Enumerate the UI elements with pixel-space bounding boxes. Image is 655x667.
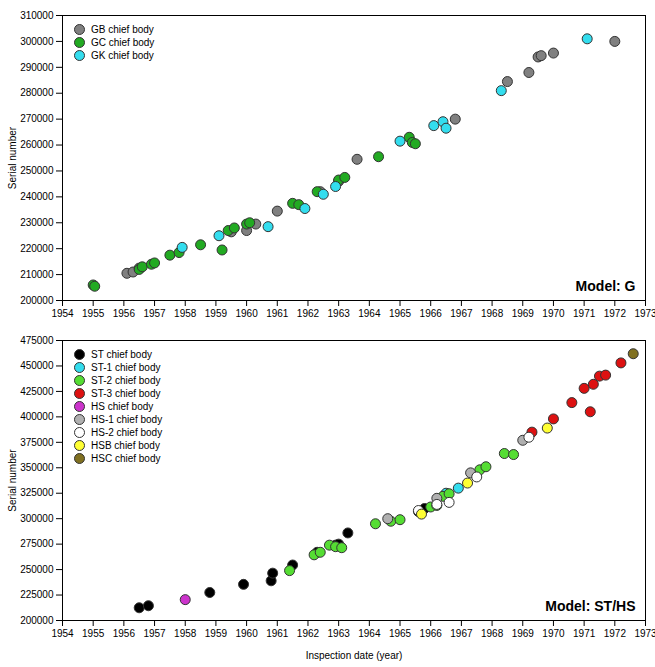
svg-text:350000: 350000 [20, 462, 54, 473]
svg-text:1963: 1963 [328, 628, 351, 639]
svg-text:1955: 1955 [82, 308, 105, 319]
svg-text:1964: 1964 [358, 628, 381, 639]
svg-text:1972: 1972 [604, 308, 627, 319]
svg-text:1968: 1968 [481, 628, 504, 639]
html-text:ST-2 chief body: ST-2 chief body [91, 375, 161, 386]
svg-text:1956: 1956 [113, 308, 136, 319]
svg-text:Model: G: Model: G [576, 278, 636, 294]
svg-text:375000: 375000 [20, 437, 54, 448]
html-text:ST chief body: ST chief body [91, 349, 152, 360]
svg-text:1962: 1962 [297, 308, 320, 319]
svg-text:1958: 1958 [174, 308, 197, 319]
svg-text:1959: 1959 [205, 628, 228, 639]
svg-text:270000: 270000 [20, 113, 54, 124]
svg-text:325000: 325000 [20, 487, 54, 498]
svg-text:1969: 1969 [512, 308, 535, 319]
html-text:GK chief body: GK chief body [91, 50, 154, 61]
svg-text:1973: 1973 [634, 308, 655, 319]
html-text:HS-2 chief body: HS-2 chief body [91, 427, 163, 438]
svg-text:Serial number: Serial number [7, 449, 18, 512]
html-text:GC chief body: GC chief body [91, 37, 155, 48]
svg-text:1962: 1962 [297, 628, 320, 639]
svg-text:310000: 310000 [20, 10, 54, 21]
html-text:GB chief body: GB chief body [91, 24, 154, 35]
svg-text:280000: 280000 [20, 87, 54, 98]
svg-text:1967: 1967 [450, 308, 473, 319]
svg-text:200000: 200000 [20, 615, 54, 626]
svg-text:1954: 1954 [51, 308, 74, 319]
svg-text:1969: 1969 [512, 628, 535, 639]
svg-text:1972: 1972 [604, 628, 627, 639]
svg-text:Inspection date (year): Inspection date (year) [306, 650, 403, 661]
svg-text:400000: 400000 [20, 411, 54, 422]
svg-text:1970: 1970 [542, 628, 565, 639]
svg-text:230000: 230000 [20, 217, 54, 228]
svg-text:1960: 1960 [235, 308, 258, 319]
svg-text:1963: 1963 [328, 308, 351, 319]
svg-text:425000: 425000 [20, 386, 54, 397]
svg-text:1959: 1959 [205, 308, 228, 319]
svg-text:1965: 1965 [389, 628, 412, 639]
svg-text:275000: 275000 [20, 538, 54, 549]
svg-text:200000: 200000 [20, 295, 54, 306]
svg-text:1958: 1958 [174, 628, 197, 639]
svg-text:Serial number: Serial number [7, 126, 18, 189]
svg-text:1964: 1964 [358, 308, 381, 319]
svg-text:210000: 210000 [20, 269, 54, 280]
html-text:ST-1 chief body: ST-1 chief body [91, 362, 161, 373]
html-text:HSC chief body: HSC chief body [91, 453, 161, 464]
svg-text:225000: 225000 [20, 589, 54, 600]
svg-text:475000: 475000 [20, 335, 54, 346]
svg-text:1966: 1966 [420, 628, 443, 639]
svg-text:250000: 250000 [20, 165, 54, 176]
svg-text:1961: 1961 [266, 628, 289, 639]
svg-text:Model: ST/HS: Model: ST/HS [545, 598, 635, 614]
svg-text:290000: 290000 [20, 62, 54, 73]
html-text:ST-3 chief body: ST-3 chief body [91, 388, 161, 399]
svg-text:1960: 1960 [235, 628, 258, 639]
svg-text:250000: 250000 [20, 564, 54, 575]
svg-text:1968: 1968 [481, 308, 504, 319]
html-text:HS-1 chief body: HS-1 chief body [91, 414, 163, 425]
svg-text:1973: 1973 [634, 628, 655, 639]
svg-text:220000: 220000 [20, 243, 54, 254]
svg-text:1955: 1955 [82, 628, 105, 639]
svg-text:1957: 1957 [143, 308, 166, 319]
svg-text:300000: 300000 [20, 36, 54, 47]
svg-text:1954: 1954 [51, 628, 74, 639]
svg-text:450000: 450000 [20, 360, 54, 371]
svg-text:300000: 300000 [20, 513, 54, 524]
svg-text:1970: 1970 [542, 308, 565, 319]
svg-text:1961: 1961 [266, 308, 289, 319]
svg-text:1967: 1967 [450, 628, 473, 639]
svg-text:240000: 240000 [20, 191, 54, 202]
svg-text:1965: 1965 [389, 308, 412, 319]
svg-text:1957: 1957 [143, 628, 166, 639]
html-text:HS chief body: HS chief body [91, 401, 154, 412]
svg-text:1971: 1971 [573, 308, 596, 319]
svg-text:1956: 1956 [113, 628, 136, 639]
svg-text:1971: 1971 [573, 628, 596, 639]
html-text:HSB chief body: HSB chief body [91, 440, 160, 451]
svg-text:260000: 260000 [20, 139, 54, 150]
svg-text:1966: 1966 [420, 308, 443, 319]
